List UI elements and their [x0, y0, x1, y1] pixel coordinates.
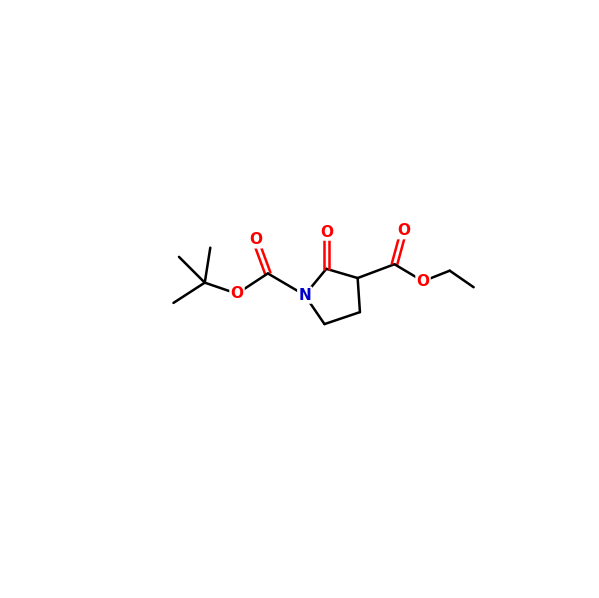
Text: O: O — [397, 223, 410, 238]
Text: O: O — [320, 224, 333, 240]
Text: O: O — [231, 286, 244, 301]
Text: O: O — [416, 274, 429, 289]
Text: O: O — [249, 233, 262, 248]
Text: N: N — [298, 288, 311, 303]
